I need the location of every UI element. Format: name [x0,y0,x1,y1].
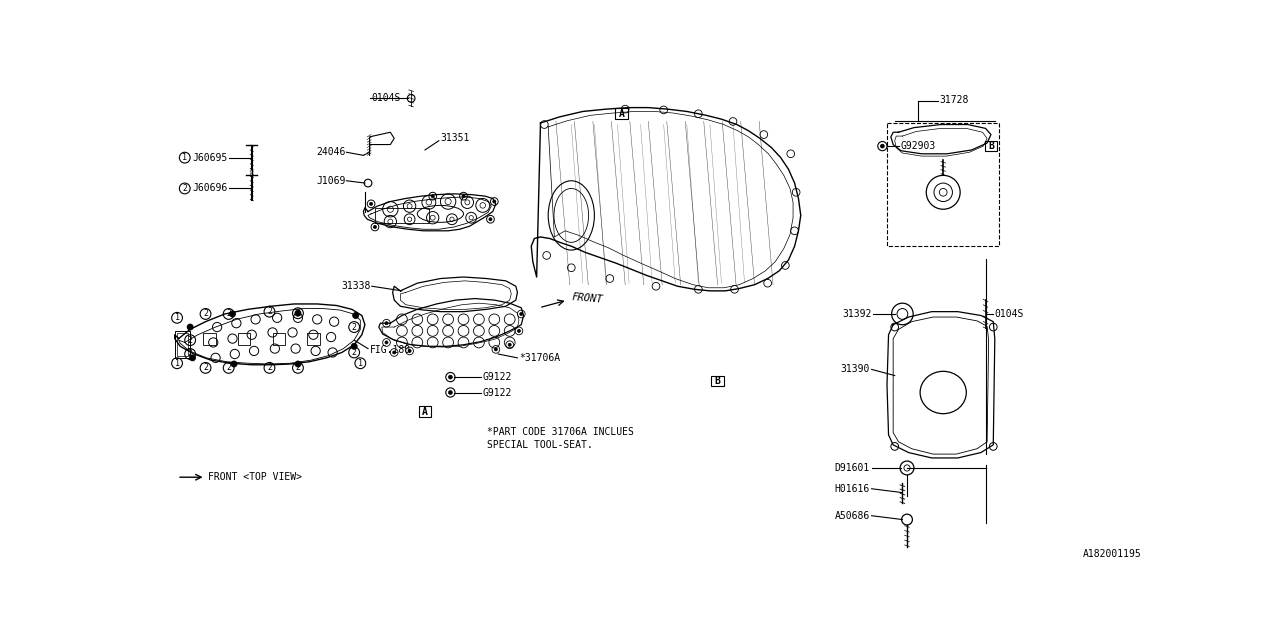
Text: 31351: 31351 [440,133,470,143]
Text: 31338: 31338 [342,281,371,291]
Circle shape [408,349,411,353]
Circle shape [385,341,388,344]
Text: 1: 1 [174,314,179,323]
Text: *PART CODE 31706A INCLUES
SPECIAL TOOL-SEAT.: *PART CODE 31706A INCLUES SPECIAL TOOL-S… [486,427,634,451]
Bar [616,108,627,119]
Text: G9122: G9122 [483,372,512,382]
Text: 2: 2 [352,348,357,357]
Text: 2: 2 [268,307,271,316]
Text: D91601: D91601 [835,463,870,473]
Text: 2: 2 [296,308,301,317]
Circle shape [229,311,236,317]
Text: H01616: H01616 [835,484,870,493]
Circle shape [520,312,522,316]
Text: 1: 1 [174,359,179,368]
Circle shape [431,195,434,198]
Text: 1: 1 [182,153,187,162]
Text: 2: 2 [188,335,193,344]
Circle shape [448,390,452,394]
Text: FIG.180: FIG.180 [370,345,411,355]
Text: 2: 2 [268,364,271,372]
Text: 31728: 31728 [940,95,969,105]
Text: J1069: J1069 [316,176,346,186]
Bar [307,333,320,345]
Circle shape [393,351,396,354]
Circle shape [374,225,376,228]
Text: G9122: G9122 [483,387,512,397]
Circle shape [230,361,237,367]
Text: 2: 2 [352,323,357,332]
Bar [177,333,188,356]
Text: 0104S: 0104S [995,309,1024,319]
Bar [887,123,998,246]
Text: J60695: J60695 [192,153,228,163]
Text: B: B [714,376,721,386]
Text: A182001195: A182001195 [1083,549,1140,559]
Circle shape [493,200,495,203]
Circle shape [352,312,358,319]
Text: FRONT: FRONT [571,292,603,305]
Circle shape [448,375,452,379]
Circle shape [462,195,465,198]
Bar [204,333,215,345]
Text: 2: 2 [204,364,209,372]
Circle shape [517,330,521,332]
Text: FRONT <TOP VIEW>: FRONT <TOP VIEW> [207,472,302,482]
Circle shape [294,361,301,367]
Bar [984,141,997,152]
Circle shape [351,343,357,349]
Circle shape [881,144,884,148]
Text: *31706A: *31706A [518,353,561,363]
Circle shape [189,355,196,361]
Text: 2: 2 [227,310,232,319]
Text: A: A [618,109,625,119]
Text: 2: 2 [188,349,193,358]
Circle shape [370,202,372,205]
Text: 31390: 31390 [841,364,870,374]
Text: A: A [422,407,428,417]
Bar [419,406,431,417]
Bar [273,333,285,345]
Circle shape [294,310,301,316]
Text: 24046: 24046 [316,147,346,157]
Text: 2: 2 [296,364,301,372]
Text: 2: 2 [204,310,209,319]
Text: B: B [988,141,993,151]
Text: A50686: A50686 [835,511,870,521]
Circle shape [385,322,388,324]
Text: 0104S: 0104S [371,93,401,103]
Bar [375,208,429,223]
Circle shape [489,218,492,221]
Text: 31392: 31392 [842,309,872,319]
Bar [238,333,250,345]
Circle shape [508,343,511,346]
Text: 2: 2 [182,184,187,193]
Circle shape [494,348,498,351]
Text: 2: 2 [227,364,232,372]
Circle shape [187,324,193,330]
Bar [712,376,723,387]
Text: J60696: J60696 [192,184,228,193]
Text: 1: 1 [358,359,362,368]
Text: G92903: G92903 [901,141,936,151]
Bar [175,331,191,358]
